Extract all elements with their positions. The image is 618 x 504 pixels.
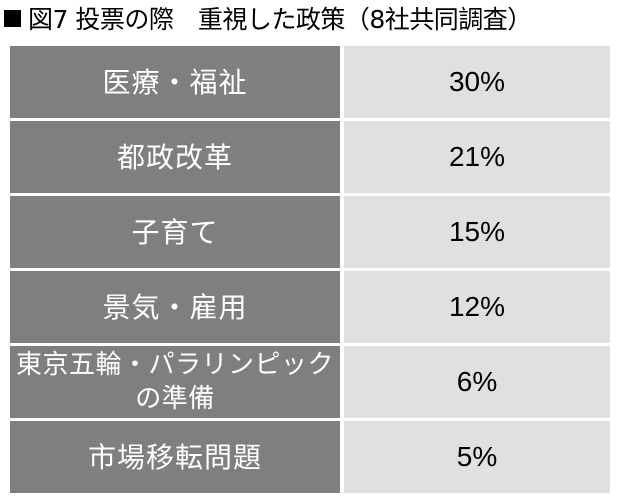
table-row-label: 市場移転問題 <box>10 421 340 493</box>
table-row-label: 子育て <box>10 196 340 268</box>
chart-title: 図7 投票の際 重視した政策（8社共同調査） <box>4 2 532 38</box>
table-row: 医療・福祉 30% <box>10 46 610 118</box>
table-row-value: 5% <box>344 421 610 493</box>
table-row: 都政改革 21% <box>10 121 610 193</box>
table-row-value: 12% <box>344 271 610 343</box>
table-row-label: 医療・福祉 <box>10 46 340 118</box>
table-row: 東京五輪・パラリンピックの準備 6% <box>10 346 610 418</box>
chart-title-text: 図7 投票の際 重視した政策（8社共同調査） <box>28 5 532 34</box>
square-bullet-icon <box>4 10 21 27</box>
table-row-label: 都政改革 <box>10 121 340 193</box>
table-row-value: 6% <box>344 346 610 418</box>
table-row: 市場移転問題 5% <box>10 421 610 493</box>
table-row-label: 東京五輪・パラリンピックの準備 <box>10 346 340 418</box>
table-row-value: 15% <box>344 196 610 268</box>
table-row: 景気・雇用 12% <box>10 271 610 343</box>
table-row-label: 景気・雇用 <box>10 271 340 343</box>
policy-table: 医療・福祉 30% 都政改革 21% 子育て 15% 景気・雇用 12% 東京五… <box>10 46 610 493</box>
table-row-value: 21% <box>344 121 610 193</box>
table-row: 子育て 15% <box>10 196 610 268</box>
table-row-value: 30% <box>344 46 610 118</box>
